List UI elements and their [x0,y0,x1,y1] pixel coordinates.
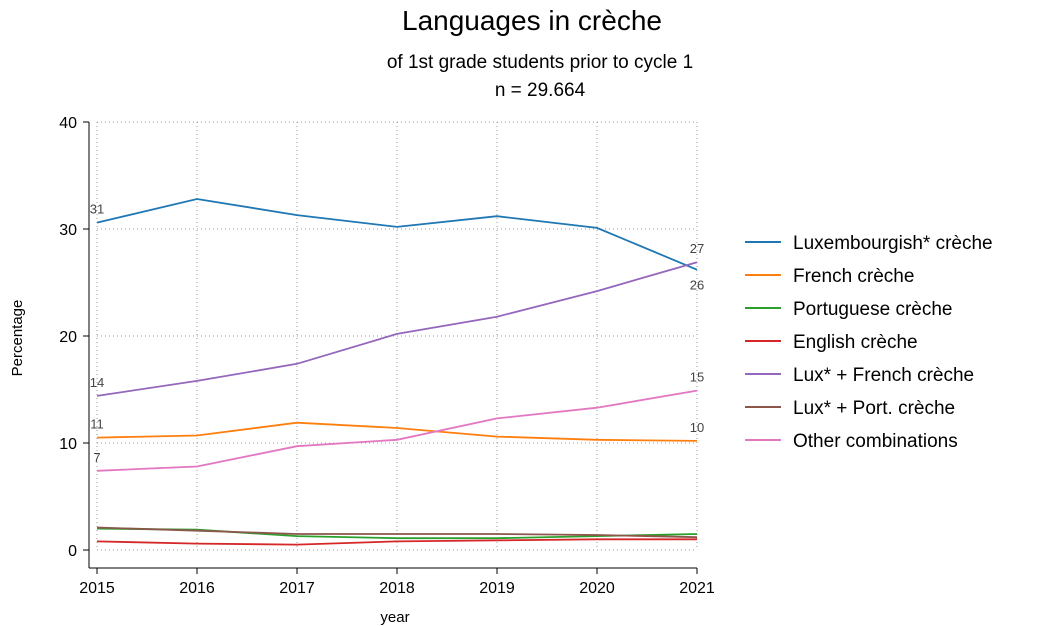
data-label: 11 [90,417,104,432]
data-label: 7 [93,450,100,465]
x-tick-label: 2018 [379,580,415,597]
series-line-5 [96,261,698,397]
y-tick-label: 30 [59,222,77,239]
series-line-7 [96,389,698,472]
legend-label: Luxembourgish* crèche [793,233,993,254]
series-line-3 [96,527,698,540]
legend-label: Portuguese crèche [793,299,953,320]
x-tick-label: 2021 [679,580,715,597]
series-line-1 [96,198,698,271]
data-labels: 31 26 11 10 14 27 7 15 [90,202,704,465]
y-tick-label: 20 [59,329,77,346]
series-line-6 [96,526,698,539]
x-tick-label: 2019 [479,580,515,597]
data-label: 31 [90,202,104,217]
axes: 0 10 20 30 40 2015 2016 2017 2018 2019 2020 2021 [59,115,715,597]
x-tick-label: 2016 [179,580,215,597]
legend-label: Other combinations [793,431,958,452]
series-line-2 [96,421,698,442]
chart-title: Languages in crèche [402,5,662,36]
x-tick-label: 2015 [79,580,115,597]
legend-label: Lux* + Port. crèche [793,398,955,419]
data-label: 26 [690,278,704,293]
data-label: 10 [690,420,704,435]
legend-label: French crèche [793,266,914,287]
data-label: 15 [690,370,704,385]
legend-label: Lux* + French crèche [793,365,974,386]
data-label: 14 [90,375,104,390]
x-tick-label: 2020 [579,580,615,597]
y-tick-label: 10 [59,436,77,453]
series-line-4 [96,538,697,546]
x-axis-label: year [380,609,409,626]
y-axis-label: Percentage [9,300,26,377]
y-tick-label: 0 [68,543,77,560]
chart-sample-size: n = 29.664 [495,80,586,101]
y-tick-label: 40 [59,115,77,132]
data-label: 27 [690,241,704,256]
x-tick-label: 2017 [279,580,315,597]
legend: Luxembourgish* crèche French crèche Portug… [745,233,993,452]
series-lines [96,198,698,546]
legend-label: English crèche [793,332,918,353]
chart-subtitle: of 1st grade students prior to cycle 1 [387,52,693,73]
gridlines [96,121,698,551]
